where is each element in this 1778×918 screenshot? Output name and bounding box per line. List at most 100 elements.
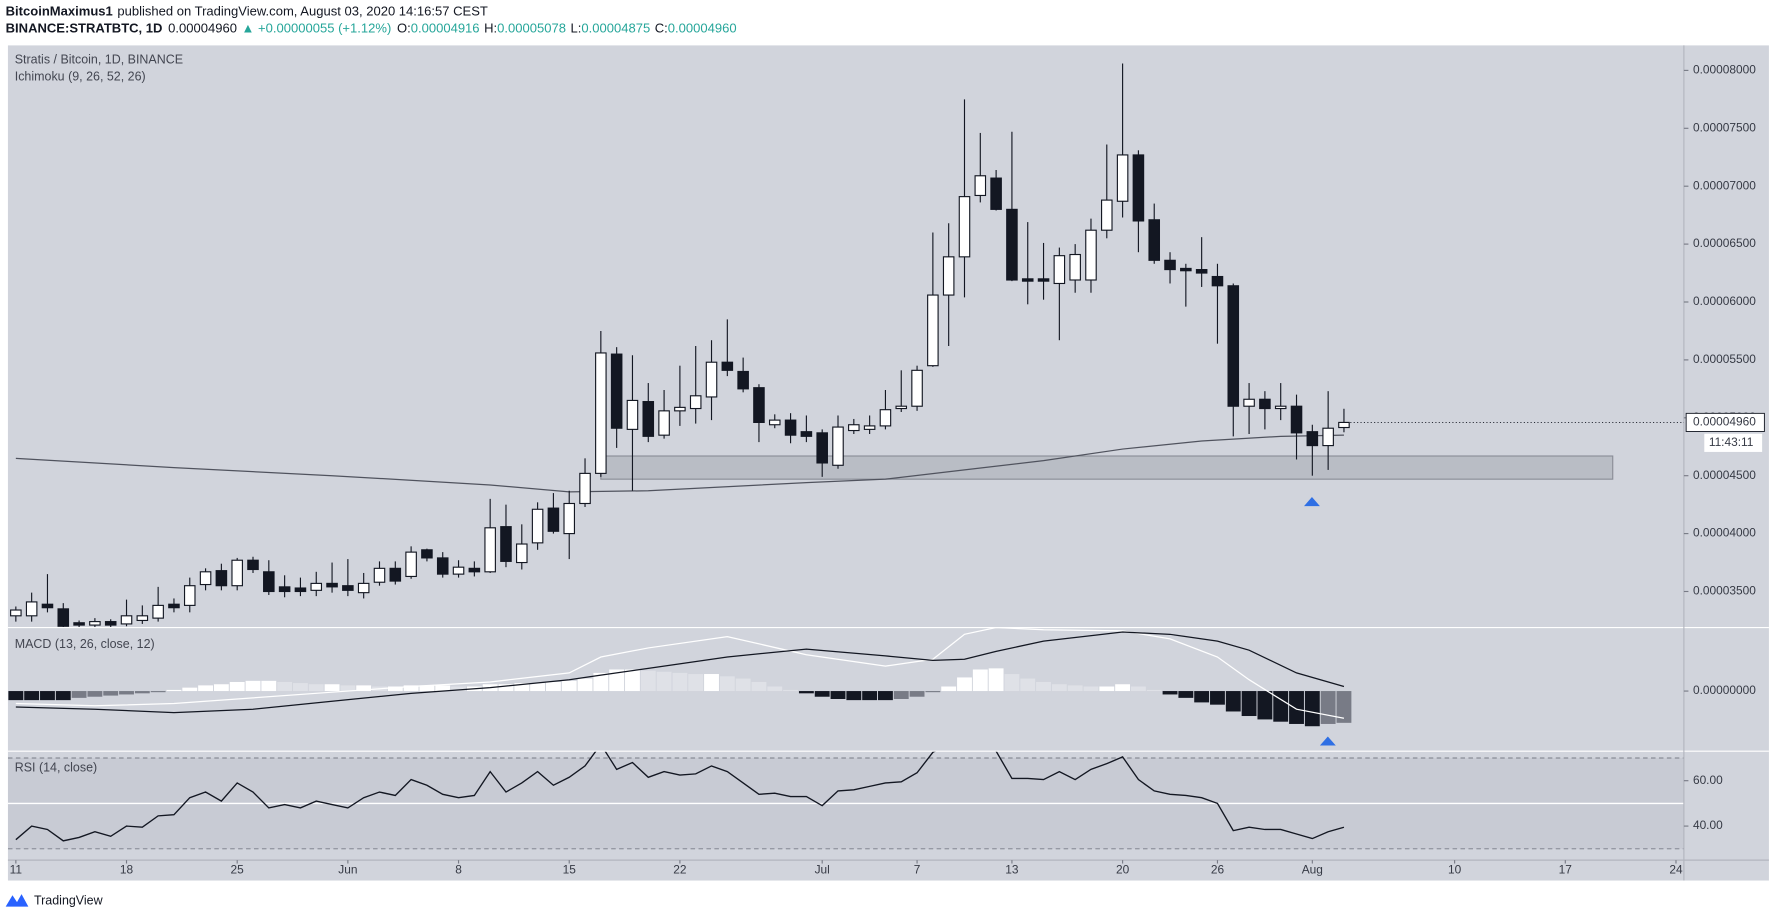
candle-body — [737, 370, 749, 390]
candle-body — [436, 557, 449, 575]
footer-logo: TradingView — [5, 893, 104, 907]
macd-pane — [8, 627, 1352, 727]
macd-histogram-bar — [767, 686, 783, 692]
candle-body — [1164, 259, 1176, 271]
author: BitcoinMaximus1 — [6, 4, 113, 19]
candle-body — [199, 571, 212, 586]
macd-histogram-bar — [324, 684, 340, 692]
candle-body — [373, 567, 386, 583]
x-tick-label: Aug — [1302, 862, 1323, 876]
logo-icon — [5, 894, 29, 907]
candle-body — [1006, 208, 1018, 281]
candle-body — [152, 604, 164, 619]
candle-body — [563, 502, 576, 535]
candle-body — [1148, 219, 1161, 261]
candle-body — [974, 175, 987, 197]
overlay-legend: Ichimoku (9, 26, 52, 26) — [15, 69, 146, 83]
overlay-line — [15, 434, 1344, 493]
last-price: 0.00004960 — [168, 21, 237, 36]
candle-body — [1037, 278, 1050, 282]
candle-body — [1306, 431, 1319, 447]
candle-body — [990, 177, 1002, 210]
candle-body — [183, 585, 196, 606]
candle-body — [927, 294, 939, 367]
macd-histogram-bar — [988, 668, 1004, 692]
candle-body — [104, 621, 117, 626]
support-zone — [600, 455, 1614, 480]
candle-body — [1211, 275, 1224, 287]
candle-body — [1322, 427, 1334, 447]
publish-line: BitcoinMaximus1 published on TradingView.… — [6, 4, 488, 19]
macd-histogram-bar — [1130, 686, 1146, 692]
macd-histogram-bar — [1194, 691, 1210, 703]
candle-body — [215, 570, 228, 587]
macd-line — [15, 631, 1345, 714]
candle-body — [484, 527, 496, 573]
candle-body — [1101, 199, 1113, 231]
price-pane — [10, 63, 1614, 628]
macd-histogram-bar — [119, 691, 134, 695]
candle-body — [863, 425, 876, 430]
macd-histogram-bar — [625, 669, 640, 692]
candle-body — [531, 508, 544, 544]
ohlc-value: 0.00005078 — [497, 21, 566, 36]
macd-histogram-bar — [356, 685, 372, 692]
macd-histogram-bar — [704, 674, 719, 692]
candle-body — [310, 582, 323, 591]
candle-body — [784, 419, 797, 436]
macd-histogram-bar — [1099, 686, 1115, 692]
macd-histogram-bar — [972, 669, 988, 692]
macd-legend: MACD (13, 26, close, 12) — [15, 637, 155, 651]
candle-body — [832, 426, 844, 466]
y-tick-label: 0.00008000 — [1693, 63, 1756, 77]
macd-histogram-bar — [545, 681, 561, 692]
x-tick-label: 15 — [563, 862, 577, 876]
candle-body — [1053, 255, 1066, 285]
macd-histogram-bar — [1036, 681, 1051, 692]
candle-body — [1180, 267, 1192, 272]
macd-histogram-bar — [451, 686, 466, 692]
macd-histogram-bar — [1178, 691, 1194, 698]
macd-histogram-bar — [229, 681, 245, 692]
macd-histogram-bar — [783, 689, 799, 692]
candle-body — [247, 559, 259, 571]
candle-body — [326, 582, 338, 588]
macd-histogram-bar — [103, 691, 119, 696]
macd-histogram-bar — [1273, 691, 1289, 722]
candle-body — [1195, 269, 1208, 274]
y-tick-label: 60.00 — [1693, 773, 1723, 787]
x-tick-label: Jul — [815, 862, 830, 876]
signal-marker — [1319, 736, 1336, 746]
macd-histogram-bar — [735, 678, 751, 692]
macd-histogram-bar — [656, 671, 672, 692]
x-tick-label: 25 — [231, 862, 245, 876]
last-price-label: 0.00004960 — [1693, 415, 1756, 429]
candle-body — [1069, 253, 1081, 281]
ohlc-label: C: — [655, 21, 668, 36]
candle-body — [405, 551, 417, 578]
candle-body — [689, 395, 702, 410]
candle-body — [342, 585, 354, 591]
macd-histogram-bar — [751, 681, 767, 692]
candle-body — [263, 571, 275, 593]
candle-body — [389, 567, 402, 582]
macd-histogram-bar — [1257, 691, 1273, 720]
macd-histogram-bar — [925, 691, 941, 693]
macd-histogram-bar — [719, 676, 735, 692]
macd-histogram-bar — [24, 691, 40, 701]
candle-body — [41, 603, 54, 609]
y-tick-label: 0.00004500 — [1693, 468, 1756, 482]
macd-line — [15, 627, 1345, 719]
x-tick-label: 7 — [914, 862, 921, 876]
macd-histogram-bar — [387, 686, 403, 692]
macd-histogram-bar — [640, 670, 656, 692]
candle-body — [1227, 285, 1240, 407]
rsi-legend: RSI (14, close) — [15, 761, 97, 775]
macd-histogram-bar — [957, 677, 972, 692]
macd-histogram-bar — [878, 691, 893, 701]
macd-histogram-bar — [498, 684, 514, 692]
x-tick-label: 8 — [455, 862, 462, 876]
macd-histogram-bar — [893, 691, 909, 699]
macd-histogram-bar — [8, 691, 24, 701]
